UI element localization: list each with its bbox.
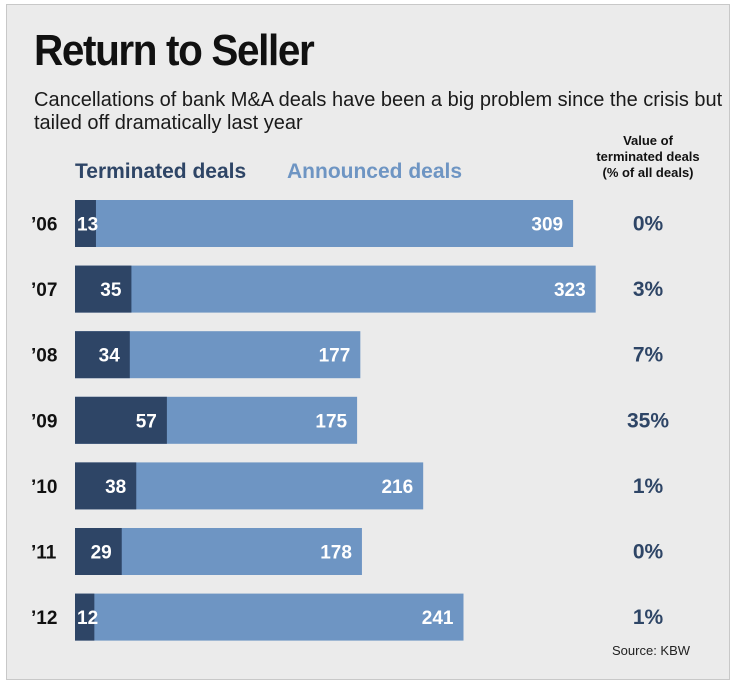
year-label: ’07 [31, 280, 57, 301]
source-note: Source: KBW [612, 643, 691, 658]
announced-bar [75, 200, 574, 247]
announced-bar [75, 593, 464, 641]
year-label: ’06 [31, 215, 57, 236]
year-label: ’09 [31, 411, 57, 432]
announced-bar [75, 265, 596, 313]
terminated-value-percent: 0% [633, 541, 664, 564]
terminated-value-percent: 1% [633, 475, 664, 498]
announced-value-label: 241 [422, 608, 454, 629]
terminated-bar [75, 462, 137, 510]
legend-terminated: Terminated deals [75, 160, 247, 183]
year-label: ’08 [31, 346, 57, 367]
value-column-header-line: terminated deals [596, 149, 700, 164]
terminated-value-label: 57 [136, 411, 157, 432]
terminated-bar [75, 331, 130, 379]
terminated-value-label: 38 [105, 477, 126, 498]
terminated-value-label: 12 [77, 608, 98, 629]
terminated-value-label: 13 [77, 215, 98, 236]
chart-title: Return to Seller [34, 26, 315, 75]
value-column-header-line: (% of all deals) [602, 165, 694, 180]
terminated-bar [75, 200, 96, 247]
value-column-header-line: Value of [623, 133, 673, 148]
terminated-bar [75, 396, 167, 444]
announced-value-label: 323 [554, 280, 586, 301]
announced-value-label: 178 [320, 543, 352, 564]
terminated-value-label: 34 [99, 346, 121, 367]
chart-subtitle: Cancellations of bank M&A deals have bee… [34, 89, 723, 134]
announced-bar [75, 528, 362, 575]
legend-announced: Announced deals [287, 160, 463, 183]
terminated-bar [75, 528, 122, 575]
terminated-value-percent: 3% [633, 278, 664, 301]
terminated-value-label: 35 [100, 280, 122, 301]
terminated-bar [75, 593, 95, 641]
announced-value-label: 309 [531, 215, 563, 236]
year-label: ’11 [31, 543, 57, 564]
announced-value-label: 177 [319, 346, 351, 367]
terminated-value-percent: 0% [633, 213, 664, 236]
terminated-value-percent: 1% [633, 606, 664, 629]
announced-value-label: 216 [381, 477, 413, 498]
announced-value-label: 175 [315, 411, 347, 432]
terminated-value-percent: 7% [633, 344, 664, 367]
year-label: ’10 [31, 477, 57, 498]
terminated-value-percent: 35% [627, 409, 669, 432]
year-label: ’12 [31, 608, 57, 629]
value-column-header: Value of terminated deals (% of all deal… [568, 133, 728, 181]
terminated-bar [75, 265, 132, 313]
terminated-value-label: 29 [91, 543, 112, 564]
